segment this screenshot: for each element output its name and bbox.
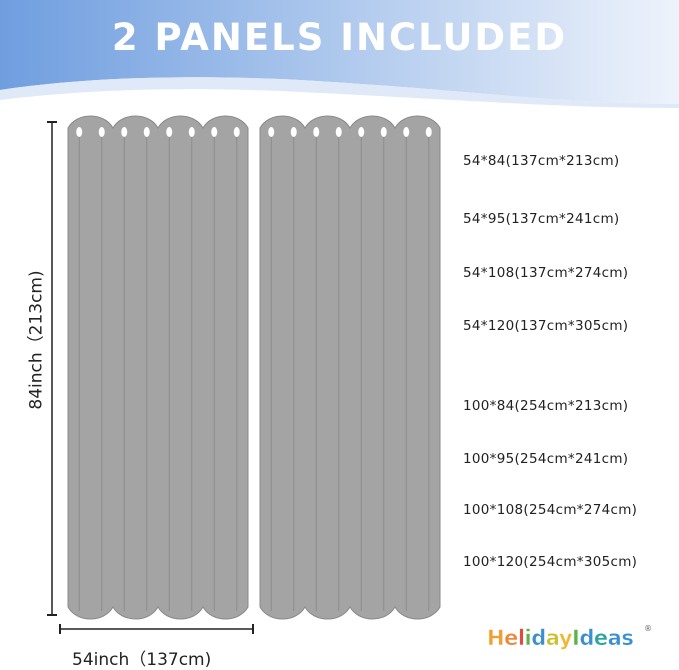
logo-letter: i bbox=[524, 626, 532, 651]
grommet bbox=[380, 127, 387, 137]
logo-letter: d bbox=[531, 626, 547, 651]
registered-mark: ® bbox=[644, 624, 652, 633]
logo-letter: s bbox=[621, 626, 634, 651]
curtain-panel bbox=[259, 115, 441, 620]
logo-letter: d bbox=[579, 626, 595, 651]
grommet bbox=[98, 127, 105, 137]
grommet bbox=[290, 127, 297, 137]
grommet bbox=[233, 127, 240, 137]
size-option: 100*95(254cm*241cm) bbox=[463, 451, 629, 467]
size-option: 100*108(254cm*274cm) bbox=[463, 502, 638, 518]
logo-letter: e bbox=[504, 626, 519, 651]
grommet bbox=[425, 127, 432, 137]
logo-letter: I bbox=[572, 626, 580, 651]
page-title: 2 PANELS INCLUDED bbox=[111, 16, 568, 59]
width-label: 54inch（137cm) bbox=[72, 650, 212, 670]
grommet bbox=[143, 127, 150, 137]
size-option: 54*120(137cm*305cm) bbox=[463, 318, 629, 334]
logo-letter: y bbox=[558, 626, 573, 651]
logo-letter: e bbox=[593, 626, 609, 651]
size-option: 100*120(254cm*305cm) bbox=[463, 554, 638, 570]
grommet bbox=[121, 127, 128, 137]
size-option: 100*84(254cm*213cm) bbox=[463, 398, 629, 414]
logo-letter: a bbox=[545, 626, 560, 651]
logo-letter: H bbox=[487, 626, 505, 651]
brand-logo: HelidayIdeas bbox=[487, 626, 634, 651]
grommet bbox=[313, 127, 320, 137]
height-label: 84inch（213cm) bbox=[26, 270, 47, 410]
size-option: 54*108(137cm*274cm) bbox=[463, 265, 629, 281]
logo-letter: l bbox=[517, 626, 526, 651]
grommet bbox=[268, 127, 275, 137]
grommet bbox=[335, 127, 342, 137]
grommet bbox=[211, 127, 218, 137]
curtain-panel bbox=[67, 115, 249, 620]
size-option: 54*84(137cm*213cm) bbox=[463, 153, 620, 169]
grommet bbox=[166, 127, 173, 137]
size-option: 54*95(137cm*241cm) bbox=[463, 211, 620, 227]
grommet bbox=[188, 127, 195, 137]
grommet bbox=[358, 127, 365, 137]
grommet bbox=[76, 127, 83, 137]
logo-letter: a bbox=[607, 626, 622, 651]
grommet bbox=[403, 127, 410, 137]
header-banner bbox=[0, 0, 679, 108]
